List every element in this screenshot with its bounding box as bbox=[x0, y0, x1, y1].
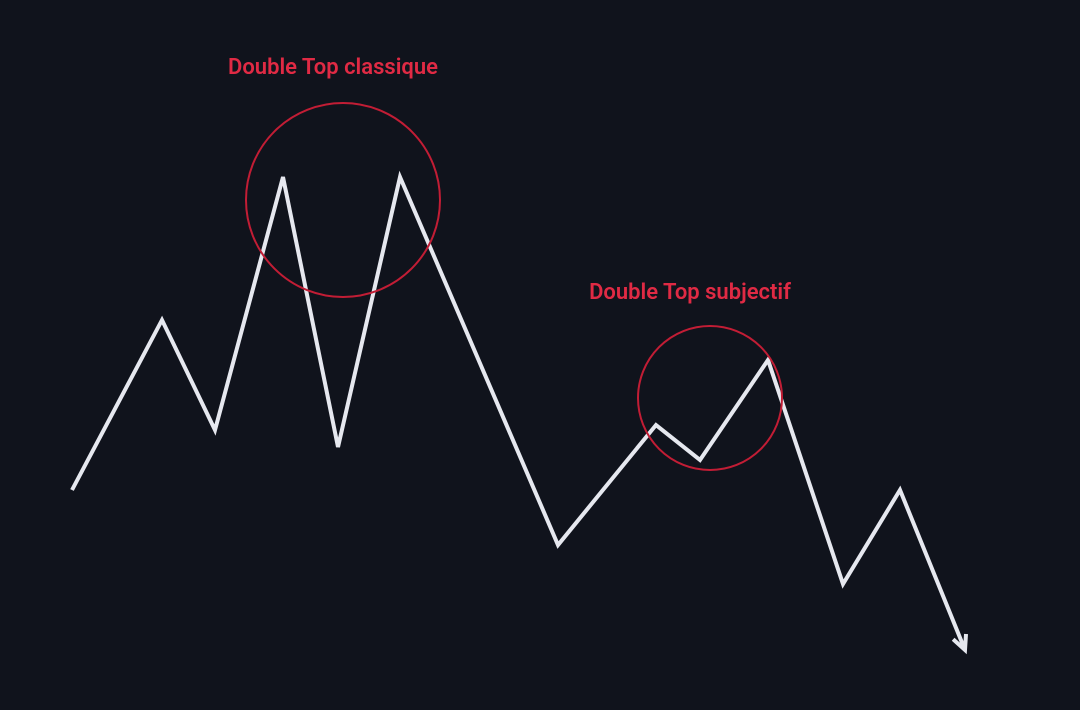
annotation-label-classic: Double Top classique bbox=[228, 55, 438, 80]
price-chart-svg bbox=[0, 0, 1080, 710]
chart-background bbox=[0, 0, 1080, 710]
annotation-label-subjective: Double Top subjectif bbox=[589, 280, 791, 305]
chart-stage: Double Top classique Double Top subjecti… bbox=[0, 0, 1080, 710]
